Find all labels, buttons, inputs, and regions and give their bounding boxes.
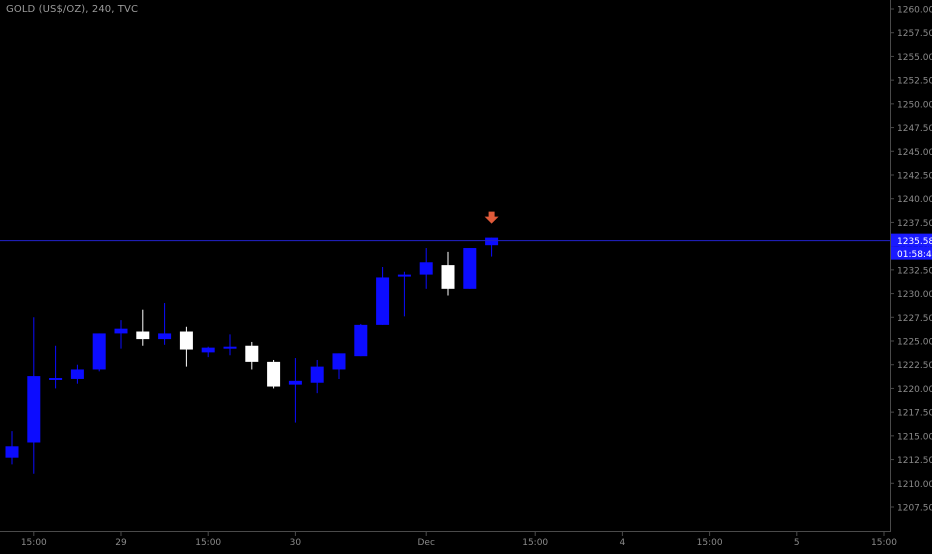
- candle-body: [114, 328, 128, 334]
- y-tick-label: 1240.00: [897, 195, 932, 205]
- current-price-text: 1235.58: [897, 237, 932, 247]
- candle-body: [92, 333, 106, 370]
- candle-body: [463, 248, 477, 289]
- y-tick-label: 1207.50: [897, 504, 932, 514]
- candle-body: [419, 262, 433, 275]
- chart-title: GOLD (US$/OZ), 240, TVC: [6, 4, 139, 15]
- x-tick-label: 30: [290, 538, 302, 548]
- x-tick-label: 15:00: [195, 538, 221, 548]
- candle-body: [179, 331, 193, 350]
- candle[interactable]: [419, 248, 433, 289]
- y-tick-label: 1222.50: [897, 361, 932, 371]
- candle[interactable]: [92, 333, 106, 372]
- x-tick-label: 15:00: [21, 538, 47, 548]
- candle-body: [354, 324, 368, 357]
- y-tick-label: 1260.00: [897, 6, 932, 16]
- candle[interactable]: [267, 359, 281, 389]
- candle-body: [27, 376, 41, 443]
- candle[interactable]: [49, 345, 63, 389]
- candle-body: [310, 366, 324, 383]
- candle-body: [245, 345, 259, 362]
- candle-body: [485, 237, 499, 246]
- candle-body: [49, 377, 63, 380]
- candle[interactable]: [354, 323, 368, 357]
- x-tick-label: 29: [115, 538, 127, 548]
- candle-body: [288, 380, 302, 385]
- y-tick-label: 1230.00: [897, 290, 932, 300]
- y-tick-label: 1255.00: [897, 53, 932, 63]
- current-price-label: 1235.58: [891, 233, 932, 247]
- x-tick-label: 15:00: [697, 538, 723, 548]
- y-tick-label: 1225.00: [897, 338, 932, 348]
- y-tick-label: 1245.00: [897, 148, 932, 158]
- candle-body: [441, 265, 455, 289]
- price-axis[interactable]: 1207.50 1210.00 1212.50 1215.00 1217.50 1220.…: [890, 6, 932, 514]
- y-tick-label: 1250.00: [897, 100, 932, 110]
- candle-body: [397, 274, 411, 277]
- candle[interactable]: [158, 303, 172, 345]
- candle[interactable]: [376, 267, 390, 325]
- time-axis[interactable]: 15:002915:0030Dec15:00415:00515:00615:00…: [21, 532, 932, 548]
- candle[interactable]: [201, 346, 215, 358]
- y-tick-label: 1217.50: [897, 409, 932, 419]
- candle-body: [5, 446, 19, 458]
- x-tick-label: Dec: [417, 538, 434, 548]
- candle-body: [70, 369, 84, 379]
- x-tick-label: 4: [620, 538, 626, 548]
- y-tick-label: 1252.50: [897, 77, 932, 87]
- candle[interactable]: [223, 334, 237, 356]
- x-tick-label: 5: [794, 538, 800, 548]
- candle[interactable]: [288, 358, 302, 423]
- candle[interactable]: [245, 341, 259, 370]
- candle-body: [201, 347, 215, 353]
- y-tick-label: 1220.00: [897, 385, 932, 395]
- y-tick-label: 1257.50: [897, 29, 932, 39]
- candle-body: [136, 331, 150, 340]
- candle[interactable]: [179, 326, 193, 367]
- candle[interactable]: [27, 317, 41, 474]
- countdown-text: 01:58:44: [897, 250, 932, 260]
- y-tick-label: 1210.00: [897, 480, 932, 490]
- candle[interactable]: [310, 359, 324, 394]
- candle-body: [223, 346, 237, 349]
- y-tick-label: 1232.50: [897, 266, 932, 276]
- y-tick-label: 1227.50: [897, 314, 932, 324]
- sell-signal-arrow-icon: [484, 211, 499, 224]
- x-tick-label: 15:00: [871, 538, 897, 548]
- candle[interactable]: [397, 271, 411, 317]
- candle-body: [376, 277, 390, 325]
- x-tick-label: 15:00: [522, 538, 548, 548]
- y-tick-label: 1237.50: [897, 219, 932, 229]
- candle[interactable]: [136, 309, 150, 346]
- candle[interactable]: [441, 251, 455, 296]
- candle[interactable]: [5, 431, 19, 465]
- candle-body: [158, 333, 172, 340]
- candle-body: [332, 353, 346, 370]
- candle[interactable]: [463, 248, 477, 289]
- candle-body: [267, 361, 281, 387]
- bar-countdown-label: 01:58:44: [891, 246, 932, 260]
- y-tick-label: 1242.50: [897, 172, 932, 182]
- candle[interactable]: [114, 320, 128, 349]
- y-tick-label: 1247.50: [897, 124, 932, 134]
- y-tick-label: 1215.00: [897, 432, 932, 442]
- y-tick-label: 1212.50: [897, 456, 932, 466]
- candle[interactable]: [70, 364, 84, 384]
- candle[interactable]: [332, 353, 346, 379]
